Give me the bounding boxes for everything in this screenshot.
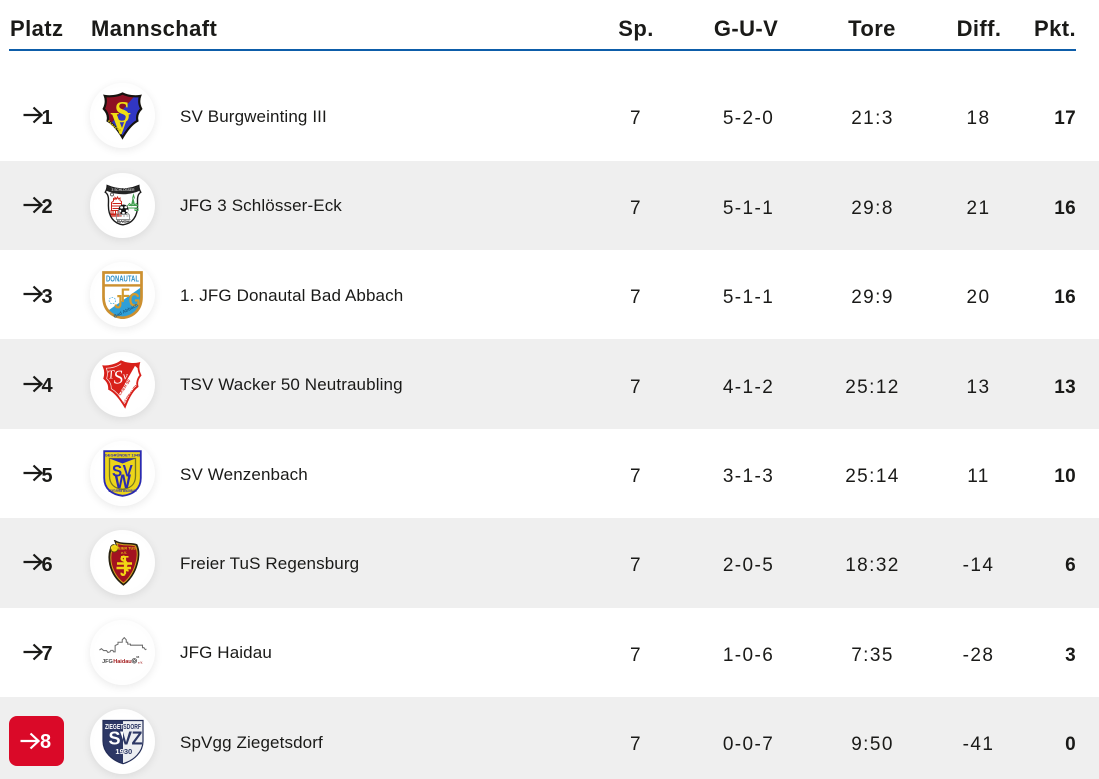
svg-text:GEGRÜNDET 1949: GEGRÜNDET 1949 bbox=[105, 453, 141, 458]
svg-text:1930: 1930 bbox=[115, 747, 132, 756]
svg-text:G: G bbox=[129, 289, 141, 310]
svg-text:V: V bbox=[110, 105, 131, 140]
svg-text:FREIER TUS: FREIER TUS bbox=[113, 546, 136, 550]
svg-text:S: S bbox=[115, 95, 130, 129]
svg-text:V: V bbox=[123, 463, 134, 481]
svg-text:F: F bbox=[121, 285, 130, 306]
svg-text:1930: 1930 bbox=[115, 747, 132, 756]
svg-text:ZIEGETSDORF: ZIEGETSDORF bbox=[105, 724, 142, 731]
svg-text:SVZ: SVZ bbox=[108, 728, 142, 748]
svg-text:W: W bbox=[115, 470, 132, 492]
svg-text:S: S bbox=[112, 463, 122, 481]
svg-text:SVZ: SVZ bbox=[108, 728, 142, 748]
svg-text:T: T bbox=[107, 367, 116, 382]
svg-text:ZIEGETSDORF: ZIEGETSDORF bbox=[105, 724, 142, 731]
svg-text:e.V.: e.V. bbox=[121, 551, 127, 555]
svg-text:Haidau: Haidau bbox=[113, 659, 132, 665]
svg-text:DONAUTAL: DONAUTAL bbox=[106, 274, 139, 283]
svg-text:08: 08 bbox=[136, 655, 140, 659]
svg-text:S: S bbox=[112, 367, 124, 389]
svg-text:BACH: BACH bbox=[116, 219, 129, 224]
svg-text:J: J bbox=[114, 291, 122, 312]
svg-text:JFG: JFG bbox=[102, 659, 113, 665]
svg-text:3 SCHLÖSSER: 3 SCHLÖSSER bbox=[111, 188, 135, 192]
svg-text:v: v bbox=[122, 370, 128, 382]
svg-text:e.V.: e.V. bbox=[137, 661, 142, 665]
svg-text:SPORTVEREIN WENZENBACH: SPORTVEREIN WENZENBACH bbox=[109, 489, 137, 493]
